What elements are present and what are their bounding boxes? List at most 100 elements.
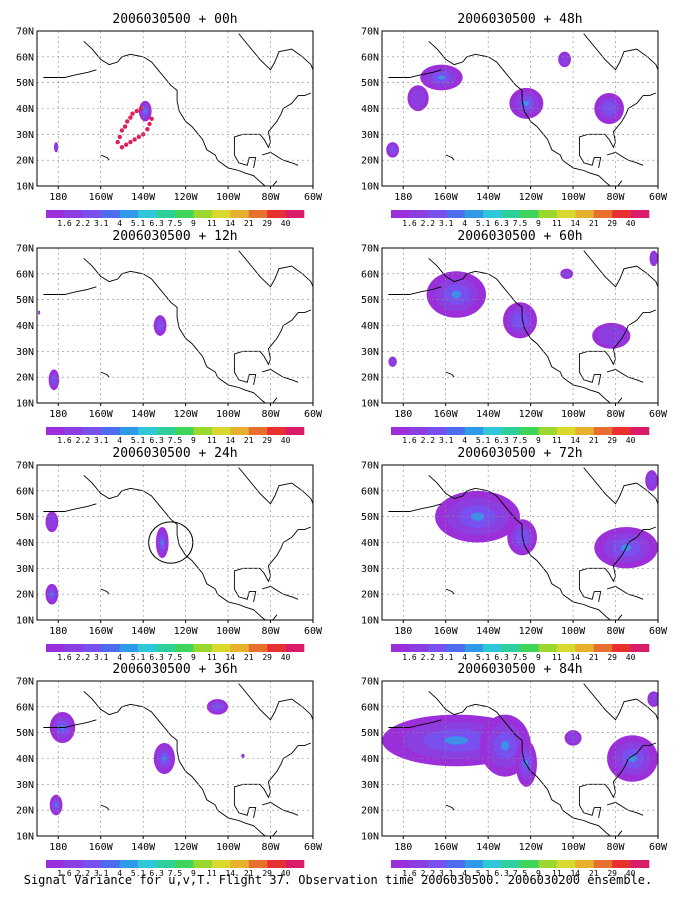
colorbar-label: 40 [281, 869, 291, 878]
map-frame [381, 30, 659, 187]
y-tick-label: 10N [16, 182, 34, 193]
colorbar-label: 4 [462, 869, 467, 878]
y-tick-label: 10N [361, 399, 379, 410]
variance-blob [153, 315, 167, 336]
colorbar-label: 7.5 [513, 219, 528, 228]
coastline [606, 151, 644, 166]
variance-contour-1 [597, 326, 626, 346]
colorbar-swatch [193, 860, 213, 868]
x-tick-label: 80W [262, 626, 281, 637]
variance-blob [507, 519, 537, 556]
colorbar-label: 7.5 [513, 436, 528, 445]
x-tick-label: 80W [262, 842, 281, 853]
colorbar-swatch [483, 210, 502, 218]
panel-title: 2006030500 + 60h [457, 229, 582, 244]
colorbar-label: 3.1 [94, 869, 109, 878]
colorbar-swatch [156, 210, 176, 218]
variance-blob [503, 302, 537, 339]
colorbar-label: 21 [244, 869, 254, 878]
map-frame [36, 247, 314, 404]
colorbar-label: 29 [607, 436, 617, 445]
variance-contour-3 [451, 290, 462, 299]
colorbar-swatch [556, 644, 576, 652]
colorbar-swatch [464, 860, 484, 868]
map-plot-area [37, 31, 313, 186]
x-tick-label: 160W [434, 842, 459, 853]
observation-point [147, 121, 152, 127]
variance-contour-3 [50, 592, 53, 596]
y-tick-label: 60N [16, 52, 34, 63]
variance-blob [647, 691, 658, 707]
colorbar-label: 7.5 [513, 653, 528, 662]
map-panel-1: 2006030500 + 48h 180 160W 140W 120W 100W 80W 60… [361, 12, 668, 228]
y-tick-label: 10N [361, 182, 379, 193]
y-tick-label: 70N [361, 461, 379, 472]
colorbar-label: 29 [607, 653, 617, 662]
panel-title: 2006030500 + 12h [112, 229, 237, 244]
y-tick-label: 30N [361, 347, 379, 358]
observation-point [134, 108, 139, 114]
colorbar-swatch [64, 860, 84, 868]
colorbar-swatch [248, 427, 268, 435]
colorbar-swatch [101, 644, 121, 652]
colorbar-swatch [427, 644, 447, 652]
colorbar-label: 21 [589, 869, 599, 878]
colorbar-label: 21 [589, 436, 599, 445]
colorbar: 1.6 2.2 3.1 4 5.1 6.3 7.5 9 11 14 21 29 40 [46, 644, 305, 662]
colorbar-label: 5.1 [476, 653, 491, 662]
map-plot-area [37, 248, 313, 403]
colorbar-label: 40 [626, 869, 636, 878]
coastline [445, 588, 455, 595]
observation-point [119, 128, 125, 133]
map-panel-6: 2006030500 + 36h 180 160W 140W 120W 100W 80W 60… [16, 662, 323, 878]
coastline [233, 361, 257, 385]
variance-blob [558, 51, 571, 68]
colorbar-label: 11 [552, 219, 562, 228]
variance-contour-3 [501, 740, 510, 751]
colorbar-swatch [483, 427, 502, 435]
y-tick-label: 20N [361, 373, 379, 384]
colorbar-label: 1.6 [402, 653, 417, 662]
colorbar-label: 6.3 [149, 436, 164, 445]
colorbar-label: 2.2 [76, 869, 91, 878]
colorbar: 1.6 2.2 3.1 4 5.1 6.3 7.5 9 11 14 21 29 40 [391, 427, 650, 445]
colorbar-label: 14 [570, 653, 580, 662]
colorbar-label: 14 [225, 653, 235, 662]
variance-contour-1 [38, 311, 40, 315]
colorbar: 1.6 2.2 3.1 4 5.1 6.3 7.5 9 11 14 21 29 40 [46, 210, 305, 228]
colorbar-swatch [391, 210, 410, 218]
coastline [606, 585, 644, 600]
y-tick-label: 60N [361, 702, 379, 713]
panel-title: 2006030500 + 36h [112, 662, 237, 677]
variance-blob [241, 753, 245, 758]
coastline [445, 371, 455, 378]
coastline [583, 467, 658, 505]
colorbar-label: 2.2 [421, 436, 436, 445]
observation-point [117, 134, 123, 140]
observation-point [128, 139, 133, 145]
colorbar-swatch [248, 860, 268, 868]
colorbar-swatch [538, 860, 558, 868]
y-tick-label: 10N [361, 832, 379, 843]
map-frame [381, 680, 659, 837]
variance-blob [38, 310, 41, 315]
y-tick-label: 40N [361, 754, 379, 765]
x-tick-label: 120W [174, 409, 199, 420]
colorbar-label: 6.3 [494, 653, 509, 662]
x-tick-label: 100W [561, 842, 586, 853]
variance-contour-2 [602, 101, 616, 116]
colorbar-swatch [64, 427, 84, 435]
x-tick-label: 160W [89, 192, 114, 203]
colorbar-swatch [82, 860, 102, 868]
colorbar-swatch [156, 860, 176, 868]
colorbar-label: 1.6 [402, 436, 417, 445]
colorbar: 1.6 2.2 3.1 4 5.1 6.3 7.5 9 11 14 21 29 40 [46, 860, 305, 878]
colorbar-label: 11 [207, 653, 217, 662]
y-tick-label: 70N [16, 27, 34, 38]
variance-contour-2 [157, 320, 163, 331]
colorbar-swatch [409, 427, 429, 435]
y-tick-label: 10N [16, 616, 34, 627]
colorbar-swatch [593, 860, 613, 868]
colorbar-label: 9 [536, 869, 541, 878]
